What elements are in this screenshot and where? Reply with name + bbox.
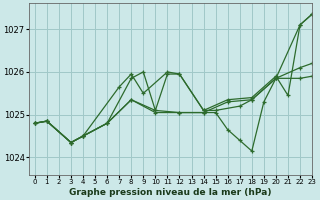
X-axis label: Graphe pression niveau de la mer (hPa): Graphe pression niveau de la mer (hPa) bbox=[69, 188, 272, 197]
